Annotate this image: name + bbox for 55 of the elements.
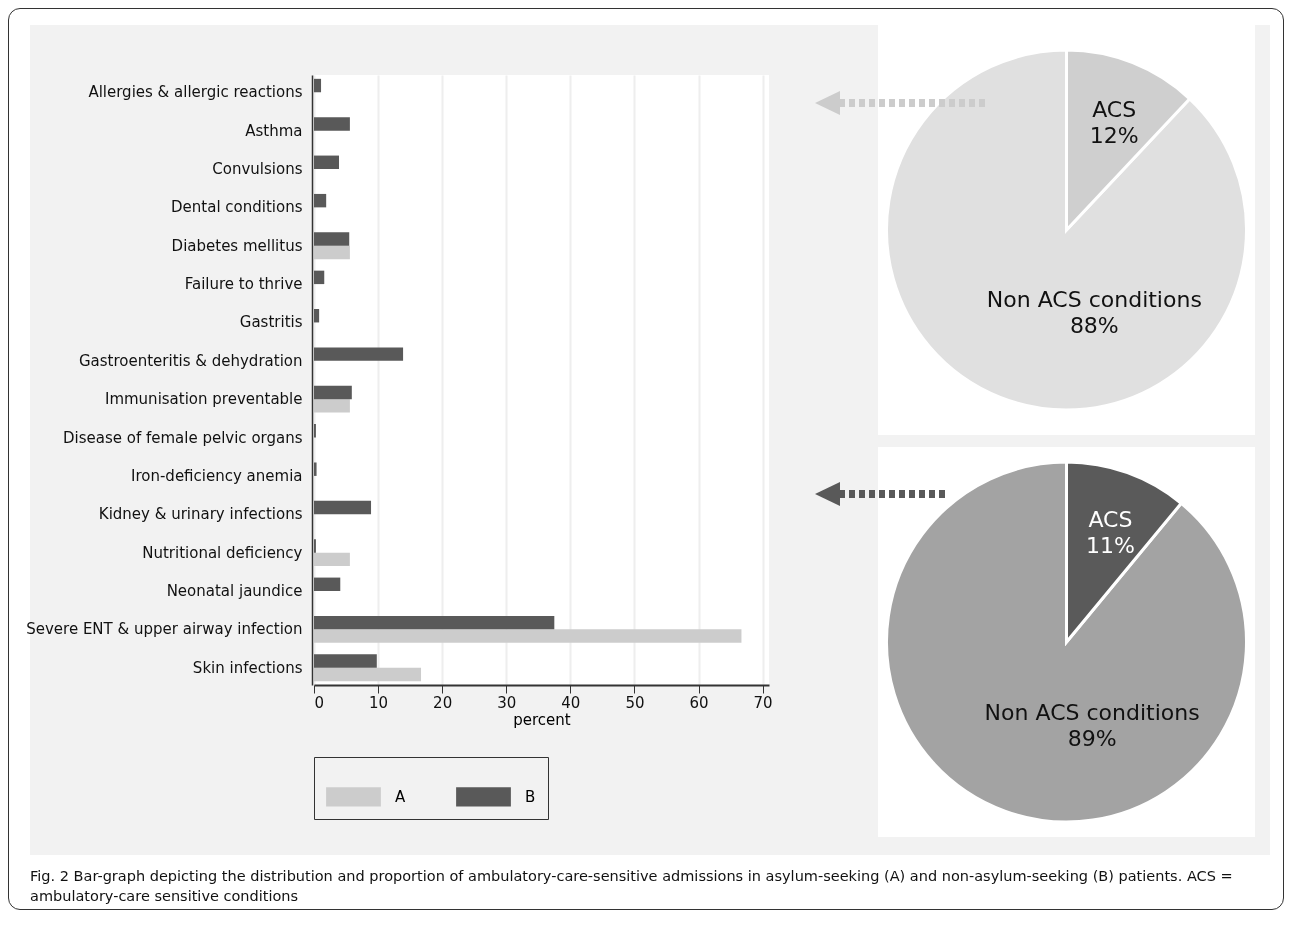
y-tick-label: Severe ENT & upper airway infection <box>26 620 303 639</box>
data-label: 12% <box>1089 122 1139 148</box>
y-tick-label: Kidney & urinary infections <box>98 505 303 524</box>
y-tick-label: Immunisation preventable <box>104 390 303 409</box>
y-tick-label: Skin infections <box>192 658 303 677</box>
bar <box>314 399 350 413</box>
bar <box>314 309 320 323</box>
legend-label: A <box>395 787 406 806</box>
data-label: 89% <box>1067 726 1117 752</box>
slice-label: Non ACS conditions <box>986 287 1202 313</box>
bar <box>314 270 325 285</box>
bar <box>314 615 555 630</box>
y-tick-label: Gastroenteritis & dehydration <box>78 351 303 370</box>
data-label: 11% <box>1085 533 1135 559</box>
bar <box>314 500 372 515</box>
y-tick-label: Allergies & allergic reactions <box>88 83 303 102</box>
y-tick-label: Convulsions <box>212 159 303 178</box>
bar <box>314 117 350 131</box>
y-tick-label: Iron-deficiency anemia <box>131 466 303 485</box>
bar <box>314 193 327 208</box>
bar <box>314 245 350 260</box>
x-tick-label: 10 <box>369 693 389 712</box>
x-tick-label: 50 <box>625 693 645 712</box>
x-axis-title: percent <box>513 710 571 729</box>
bar <box>314 347 404 361</box>
y-tick-label: Asthma <box>245 121 303 140</box>
bar <box>314 78 322 93</box>
legend-label: B <box>525 787 536 806</box>
y-tick-label: Neonatal jaundice <box>166 582 303 601</box>
y-tick-label: Failure to thrive <box>184 275 303 294</box>
y-tick-label: Diabetes mellitus <box>171 236 303 255</box>
x-tick-label: 30 <box>497 693 517 712</box>
bar <box>314 462 317 476</box>
y-tick-label: Gastritis <box>239 313 303 332</box>
x-tick-label: 40 <box>561 693 581 712</box>
bar <box>314 654 377 668</box>
y-tick-label: Nutritional deficiency <box>142 543 303 562</box>
caption: Fig. 2 Bar-graph depicting the distribution and proportion of ambulatory-care-sensitive admissions in asylum-seeking (A) and non-asylum-seeking (B) patients. ACS = ambulatory-care sensitive conditions <box>30 867 1234 906</box>
bar <box>314 385 352 400</box>
x-tick-label: 0 <box>314 693 325 712</box>
bar <box>314 577 341 592</box>
slice-label: ACS <box>1092 96 1137 122</box>
bar <box>314 629 742 643</box>
x-tick-label: 70 <box>753 693 773 712</box>
slice-label: ACS <box>1088 507 1133 533</box>
bar <box>314 552 350 567</box>
slice-label: Non ACS conditions <box>984 700 1200 726</box>
bar <box>314 155 339 169</box>
x-tick-label: 20 <box>433 693 453 712</box>
bar <box>314 232 350 246</box>
y-tick-label: Disease of female pelvic organs <box>62 428 303 447</box>
data-label: 88% <box>1069 313 1119 339</box>
x-tick-label: 60 <box>689 693 709 712</box>
y-tick-label: Dental conditions <box>171 198 303 217</box>
bar <box>314 667 422 682</box>
